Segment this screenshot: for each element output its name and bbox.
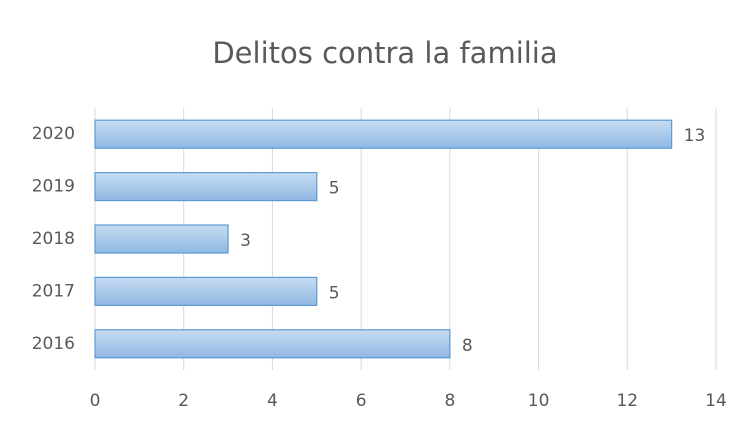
x-tick-label: 8 — [444, 391, 455, 411]
x-tick-label: 12 — [616, 391, 638, 411]
data-label: 8 — [462, 336, 473, 356]
x-tick-label: 4 — [267, 391, 278, 411]
bar — [94, 172, 318, 202]
y-tick-label: 2020 — [32, 124, 75, 144]
x-tick-label: 10 — [528, 391, 550, 411]
x-tick-label: 6 — [356, 391, 367, 411]
x-tick-label: 2 — [178, 391, 189, 411]
y-tick-label: 2018 — [32, 229, 75, 249]
data-label: 3 — [240, 231, 251, 251]
y-tick-label: 2016 — [32, 334, 75, 354]
bar — [94, 276, 318, 306]
x-tick-label: 14 — [705, 391, 727, 411]
y-tick-label: 2019 — [32, 177, 75, 197]
chart-title: Delitos contra la familia — [212, 36, 557, 70]
bar — [94, 224, 229, 254]
data-label: 5 — [329, 283, 340, 303]
y-tick-label: 2017 — [32, 281, 75, 301]
x-tick-label: 0 — [90, 391, 101, 411]
bar — [94, 119, 673, 149]
data-label: 13 — [684, 126, 706, 146]
bar — [94, 329, 451, 359]
data-label: 5 — [329, 179, 340, 199]
